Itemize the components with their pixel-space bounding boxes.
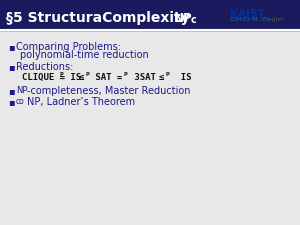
Text: KAIST: KAIST	[230, 9, 265, 19]
Text: NP, Ladner’s Theorem: NP, Ladner’s Theorem	[27, 97, 135, 107]
Text: Comparing Problems:: Comparing Problems:	[16, 42, 121, 52]
Text: CLIQUE =: CLIQUE =	[22, 73, 65, 82]
Text: polynomial-time reduction: polynomial-time reduction	[20, 50, 149, 60]
Text: IS: IS	[170, 73, 191, 82]
Text: p: p	[165, 72, 169, 76]
Text: SAT =: SAT =	[90, 73, 122, 82]
Text: ≤: ≤	[159, 73, 164, 82]
Text: ▪: ▪	[8, 42, 15, 52]
Text: §5 StructuraComplexity: §5 StructuraComplexity	[6, 11, 190, 25]
Text: ▪: ▪	[8, 86, 15, 96]
Text: IS: IS	[65, 73, 86, 82]
Text: ≤: ≤	[79, 73, 84, 82]
Text: ▪: ▪	[8, 62, 15, 72]
Text: 3SAT: 3SAT	[129, 73, 161, 82]
Text: CS422 M. Ziegler: CS422 M. Ziegler	[230, 18, 284, 22]
Text: co: co	[16, 97, 25, 106]
Text: Reductions:: Reductions:	[16, 62, 74, 72]
Text: p: p	[124, 72, 128, 76]
Text: NP: NP	[16, 86, 28, 95]
Bar	[0, 0, 300, 30]
Text: -completeness, Master Reduction: -completeness, Master Reduction	[27, 86, 190, 96]
Text: p: p	[85, 72, 89, 76]
Text: c: c	[191, 15, 197, 25]
Text: p: p	[60, 72, 64, 76]
Text: ▪: ▪	[8, 97, 15, 107]
Text: NP: NP	[174, 11, 193, 25]
